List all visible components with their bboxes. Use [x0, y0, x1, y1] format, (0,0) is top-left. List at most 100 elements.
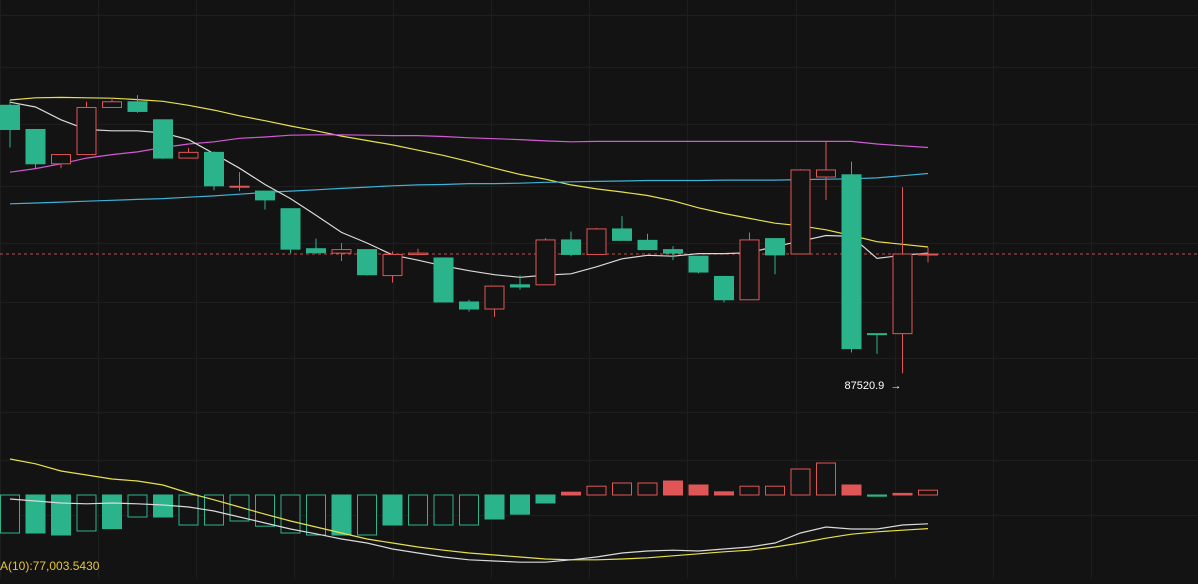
candle-body — [331, 249, 352, 254]
candle-body — [892, 253, 913, 335]
candle — [25, 128, 46, 169]
candle — [357, 249, 377, 276]
low-price-arrow-icon: → — [891, 380, 902, 392]
volume-ma-yellow — [9, 458, 929, 561]
candle-body — [127, 101, 148, 112]
candle-body — [586, 228, 607, 255]
volume-bar — [382, 494, 403, 526]
candle — [918, 247, 938, 263]
candle — [739, 232, 760, 301]
volume-bar — [535, 494, 556, 504]
candle — [535, 238, 556, 286]
candle — [663, 246, 683, 261]
candle — [561, 231, 581, 257]
candle-body — [561, 239, 581, 255]
volume-bar — [918, 489, 938, 496]
candle-body — [306, 248, 326, 254]
candle-body — [408, 252, 428, 255]
candle — [127, 95, 148, 113]
candle — [637, 233, 658, 251]
candle-body — [510, 284, 530, 288]
volume-bar — [510, 494, 530, 515]
volume-bar — [25, 494, 46, 534]
candle — [612, 216, 632, 241]
candle-body — [739, 239, 760, 301]
volume-bar — [408, 494, 428, 526]
volume-bar — [433, 494, 454, 526]
low-price-annotation: 87520.9 — [845, 380, 885, 392]
candle-body — [51, 154, 71, 165]
volume-bar — [612, 482, 632, 496]
candle-body — [637, 239, 658, 251]
volume-bar — [688, 484, 709, 496]
candle-body — [867, 333, 887, 336]
candles — [0, 95, 938, 374]
volume-bar — [484, 494, 505, 520]
candle-body — [688, 255, 709, 273]
volume-bar — [229, 494, 250, 522]
candle-body — [153, 119, 173, 159]
volume-bar — [663, 480, 683, 496]
volume-bar — [790, 468, 811, 496]
candle — [433, 257, 454, 303]
candle — [255, 190, 275, 210]
candle — [178, 147, 199, 159]
volume-bar — [0, 494, 20, 534]
candle-body — [816, 169, 836, 178]
candle — [867, 333, 887, 354]
candle-body — [663, 249, 683, 254]
candle-body — [357, 249, 377, 276]
candle-body — [76, 106, 97, 156]
candle-body — [535, 239, 556, 286]
candle — [688, 255, 709, 274]
candle-body — [255, 190, 275, 201]
candle-body — [280, 208, 301, 250]
volume-bar — [714, 491, 734, 496]
candle-body — [382, 253, 403, 277]
volume-bar — [892, 492, 913, 496]
candle — [714, 275, 734, 303]
volume-bar — [841, 484, 862, 496]
candle-body — [612, 228, 632, 241]
candle — [816, 140, 836, 200]
candle-body — [102, 101, 122, 108]
volume-bar — [306, 494, 326, 536]
candle — [586, 228, 607, 255]
candle — [229, 172, 250, 192]
ma-line-yellow — [9, 96, 929, 248]
candle-body — [714, 275, 734, 301]
candle — [408, 248, 428, 256]
volume-bar — [102, 494, 122, 530]
candle-body — [229, 185, 250, 188]
candle — [790, 169, 811, 255]
candle — [306, 238, 326, 254]
candle-body — [178, 151, 199, 159]
candle — [0, 100, 20, 148]
candle-body — [25, 128, 46, 165]
candle-body — [484, 285, 505, 310]
candle-body — [433, 257, 454, 303]
volume-bar — [255, 494, 275, 527]
volume-bar — [127, 494, 148, 518]
volume-bar — [637, 482, 658, 496]
ma-line-magenta — [9, 134, 929, 173]
candle — [102, 97, 122, 108]
volume-bar — [867, 494, 887, 497]
volume-ma-label: A(10):77,003.5430 — [0, 559, 100, 573]
candle-body — [0, 104, 20, 130]
candle — [331, 243, 352, 262]
ma-line-white — [9, 101, 929, 278]
candle-body — [459, 301, 479, 310]
volume-bar — [51, 494, 71, 536]
candle — [153, 119, 173, 159]
candle-body — [841, 174, 862, 350]
volume-bar — [816, 462, 836, 496]
volume-ma-white — [9, 498, 929, 563]
volume-bar — [459, 494, 479, 526]
volume-bar — [561, 491, 581, 496]
candle — [892, 187, 913, 374]
volume-moving-average-lines — [9, 458, 929, 563]
volume-bar — [331, 494, 352, 536]
